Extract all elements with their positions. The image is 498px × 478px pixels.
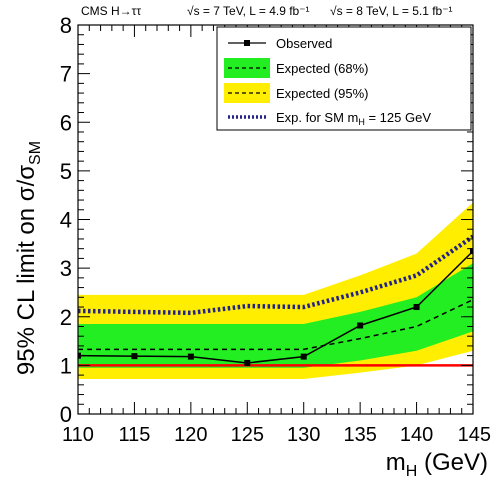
x-tick-label: 120 [174,424,207,446]
x-axis-label-sub: H [406,463,418,478]
bands-layer [78,202,473,379]
observed-point [357,322,364,329]
x-tick-label: 115 [118,424,150,446]
x-axis-label-main: m [386,449,406,476]
y-tick-label: 5 [60,159,72,184]
x-tick-label: 110 [62,424,94,446]
x-tick-label: 145 [458,424,491,446]
y-axis-label: 95% CL limit on σ/σSM [13,141,44,375]
header-experiment: CMS H→ττ [81,4,141,18]
observed-point [470,248,473,255]
legend-band95-swatch [224,83,270,103]
y-tick-label: 0 [60,402,72,427]
x-tick-label: 135 [343,424,376,446]
legend-band95-label: Expected (95%) [276,86,369,101]
header-dataset-7tev: √s = 7 TeV, L = 4.9 fb⁻¹ [187,4,310,18]
ticks-layer: 0 1 2 3 4 5 6 7 8 110 115 120 125 130 135 140 145 [60,13,491,446]
header-dataset-8tev: √s = 8 TeV, L = 5.1 fb⁻¹ [330,4,453,18]
observed-point [413,304,420,311]
legend-box [216,26,472,131]
legend-sm125-label: Exp. for SM mH = 125 GeV [276,110,431,127]
legend-sm125-label-rest: = 125 GeV [365,110,431,125]
y-tick-label: 4 [60,208,72,233]
observed-point [244,359,251,366]
y-tick-label: 3 [60,256,72,281]
legend: Observed Expected (68%) Expected (95%) E… [216,26,472,131]
legend-band68-swatch [224,58,270,78]
legend-sm125-label-sub: H [358,117,365,127]
observed-point [187,353,194,360]
x-axis-label-unit: (GeV) [417,449,488,476]
x-tick-label: 130 [287,424,320,446]
legend-sm125-label-main: Exp. for SM m [276,110,358,125]
expected-median-line [78,299,473,351]
y-tick-label: 2 [60,305,72,330]
y-tick-label: 6 [60,110,72,135]
y-tick-label: 1 [60,353,72,378]
legend-observed-marker [244,40,250,46]
observed-line [78,250,473,364]
legend-band68-label: Expected (68%) [276,61,369,76]
observed-point [131,353,138,360]
legend-observed-label: Observed [276,36,332,51]
y-axis-label-sub: SM [27,141,44,165]
x-tick-label: 125 [231,424,264,446]
y-tick-label: 7 [60,62,72,87]
x-axis-label: mH (GeV) [386,449,488,478]
y-axis-label-main: 95% CL limit on σ/σ [13,165,40,375]
lines-layer [78,234,473,367]
sm125-expected-line [78,234,473,316]
observed-point [300,353,307,360]
y-tick-label: 8 [60,13,72,38]
x-tick-label: 140 [400,424,433,446]
band-68 [78,263,473,368]
